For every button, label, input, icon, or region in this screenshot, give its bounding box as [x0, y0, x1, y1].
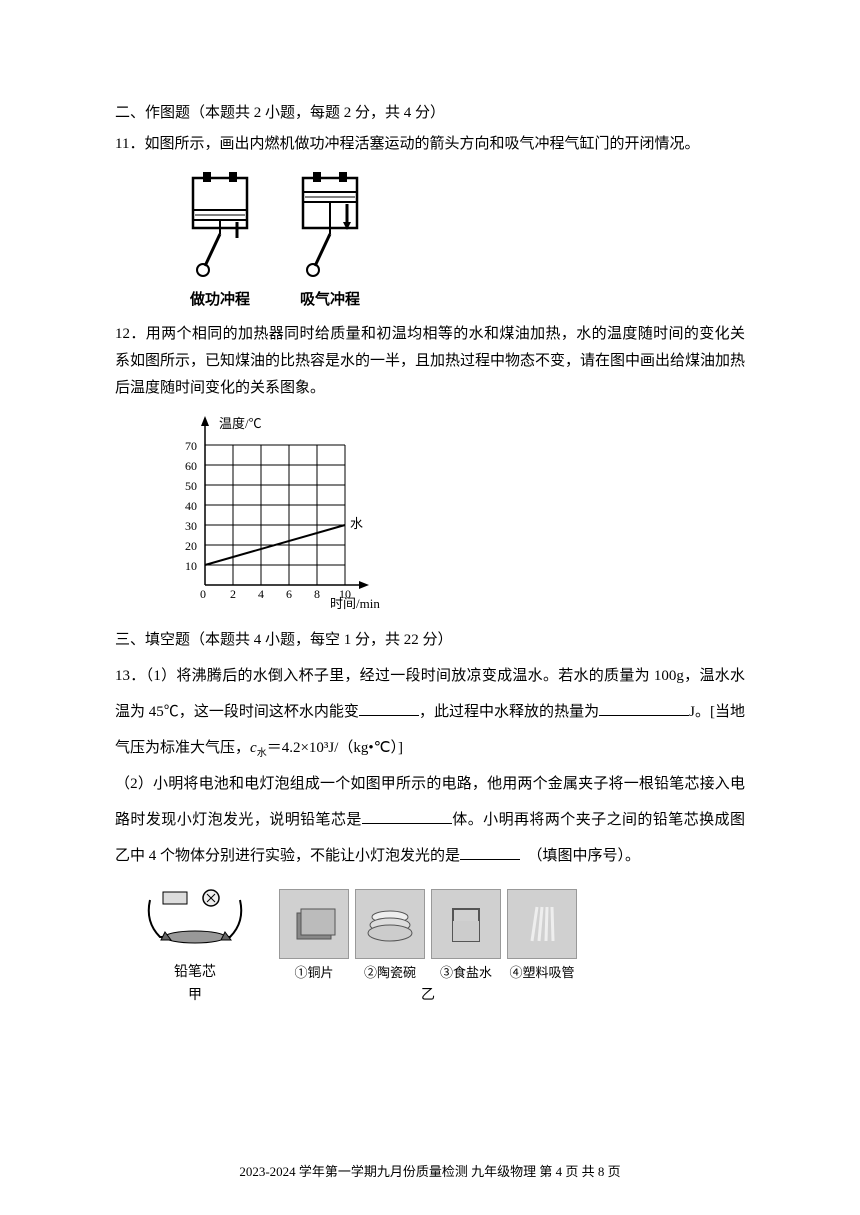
- q13-part2: （2）小明将电池和电灯泡组成一个如图甲所示的电路，他用两个金属夹子将一根铅笔芯接…: [115, 766, 745, 874]
- chart-water-label: 水: [350, 516, 363, 531]
- chart-ylabel: 温度/℃: [219, 416, 262, 431]
- obj4-label: ④塑料吸管: [509, 962, 574, 981]
- engine-right-label: 吸气冲程: [300, 288, 360, 309]
- q13-num: 13．: [115, 668, 146, 684]
- svg-text:6: 6: [286, 587, 292, 601]
- object-4: ④塑料吸管: [507, 889, 577, 981]
- svg-text:10: 10: [185, 559, 197, 573]
- svg-text:70: 70: [185, 439, 197, 453]
- svg-text:2: 2: [230, 587, 236, 601]
- q11-text: 11．如图所示，画出内燃机做功冲程活塞运动的箭头方向和吸气冲程气缸门的开闭情况。: [115, 131, 745, 158]
- page-footer: 2023-2024 学年第一学期九月份质量检测 九年级物理 第 4 页 共 8 …: [0, 1161, 860, 1180]
- temperature-chart-icon: 70 60 50 40 30 20 10 0 2 4 6 8 10 温度/℃ 时…: [165, 410, 395, 610]
- blank-4: [460, 845, 520, 860]
- engine-left-label: 做功冲程: [190, 288, 250, 309]
- svg-text:40: 40: [185, 499, 197, 513]
- q13-p1d: ＝4.2×10³J/（kg•℃）]: [267, 740, 403, 756]
- svg-text:30: 30: [185, 519, 197, 533]
- q11-body: 如图所示，画出内燃机做功冲程活塞运动的箭头方向和吸气冲程气缸门的开闭情况。: [144, 136, 699, 152]
- svg-text:50: 50: [185, 479, 197, 493]
- q13-p2c: （填图中序号）。: [535, 848, 640, 864]
- blank-1: [359, 701, 419, 716]
- caption-jia: 甲: [188, 984, 202, 1004]
- saltwater-icon: [431, 889, 501, 959]
- c-water-symbol: c: [250, 740, 257, 756]
- copper-sheet-icon: [279, 889, 349, 959]
- blank-3: [362, 809, 452, 824]
- q11-num: 11．: [115, 136, 144, 152]
- pencil-core-label: 铅笔芯: [174, 961, 216, 981]
- section-2-header: 二、作图题（本题共 2 小题，每题 2 分，共 4 分）: [115, 100, 745, 127]
- obj3-label: ③食盐水: [440, 962, 492, 981]
- q13-p1b: ，此过程中水释放的热量为: [419, 704, 599, 720]
- engine-left: 做功冲程: [175, 166, 265, 309]
- circuit-objects-row: 铅笔芯 甲 ①铜片 ②陶瓷碗 ③食盐水: [135, 882, 745, 1004]
- objects-group: ①铜片 ②陶瓷碗 ③食盐水 ④塑料吸管 乙: [279, 889, 577, 1004]
- svg-text:60: 60: [185, 459, 197, 473]
- svg-text:8: 8: [314, 587, 320, 601]
- svg-text:20: 20: [185, 539, 197, 553]
- engine-diagram-container: 做功冲程 吸气冲程: [175, 166, 745, 309]
- engine-intake-stroke-icon: [285, 166, 375, 286]
- plastic-straw-icon: [507, 889, 577, 959]
- object-1: ①铜片: [279, 889, 349, 981]
- caption-yi: 乙: [279, 984, 577, 1004]
- obj2-label: ②陶瓷碗: [364, 962, 416, 981]
- object-3: ③食盐水: [431, 889, 501, 981]
- section-3-header: 三、填空题（本题共 4 小题，每空 1 分，共 22 分）: [115, 627, 745, 654]
- circuit-icon: [135, 882, 255, 957]
- q13-part1: 13．（1）将沸腾后的水倒入杯子里，经过一段时间放凉变成温水。若水的质量为 10…: [115, 658, 745, 766]
- engine-right: 吸气冲程: [285, 166, 375, 309]
- circuit-diagram: 铅笔芯 甲: [135, 882, 255, 1004]
- c-water-sub: 水: [257, 748, 267, 759]
- chart-xlabel: 时间/min: [330, 596, 380, 610]
- engine-power-stroke-icon: [175, 166, 265, 286]
- blank-2: [599, 701, 689, 716]
- svg-text:0: 0: [200, 587, 206, 601]
- ceramic-bowl-icon: [355, 889, 425, 959]
- q12-num: 12．: [115, 326, 146, 342]
- obj1-label: ①铜片: [294, 962, 333, 981]
- q12-body: 用两个相同的加热器同时给质量和初温均相等的水和煤油加热，水的温度随时间的变化关系…: [115, 326, 745, 396]
- object-2: ②陶瓷碗: [355, 889, 425, 981]
- svg-text:4: 4: [258, 587, 264, 601]
- q12-text: 12．用两个相同的加热器同时给质量和初温均相等的水和煤油加热，水的温度随时间的变…: [115, 321, 745, 402]
- temp-chart-container: 70 60 50 40 30 20 10 0 2 4 6 8 10 温度/℃ 时…: [165, 410, 745, 615]
